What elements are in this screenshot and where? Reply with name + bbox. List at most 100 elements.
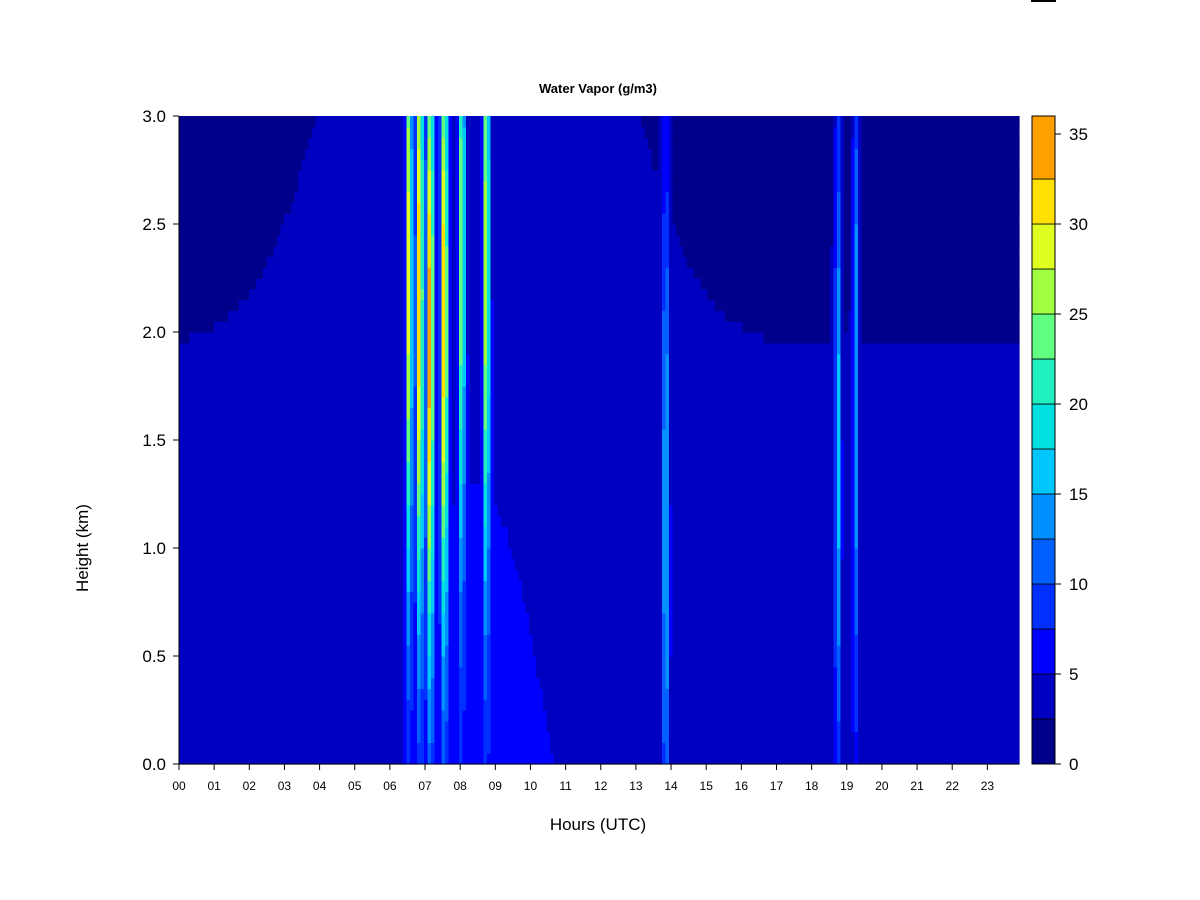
heatmap-cell [249, 558, 254, 571]
heatmap-cell [214, 537, 219, 549]
heatmap-cell [263, 191, 268, 203]
heatmap-cell [399, 256, 404, 268]
heatmap-cell [266, 483, 271, 495]
heatmap-cell [266, 375, 271, 387]
heatmap-cell [410, 321, 415, 333]
heatmap-cell [448, 591, 453, 603]
heatmap-cell [424, 353, 429, 365]
heatmap-cell [287, 494, 292, 506]
heatmap-cell [287, 364, 292, 376]
heatmap-cell [305, 515, 310, 527]
heatmap-cell [228, 645, 233, 657]
heatmap-cell [392, 364, 397, 376]
heatmap-cell [452, 515, 457, 527]
heatmap-cell [228, 558, 233, 571]
heatmap-cell [431, 731, 436, 743]
heatmap-cell [270, 116, 275, 128]
heatmap-cell [231, 170, 236, 182]
heatmap-cell [242, 267, 247, 279]
heatmap-cell [245, 731, 250, 743]
heatmap-cell [354, 526, 359, 538]
heatmap-cell [385, 688, 390, 700]
heatmap-cell [427, 602, 432, 614]
heatmap-cell [375, 396, 380, 409]
heatmap-cell [455, 278, 460, 290]
heatmap-cell [322, 515, 327, 527]
heatmap-cell [301, 224, 306, 236]
heatmap-cell [193, 288, 198, 301]
heatmap-cell [280, 591, 285, 603]
heatmap-cell [193, 494, 198, 506]
heatmap-cell [308, 429, 313, 441]
heatmap-cell [347, 245, 352, 257]
heatmap-cell [375, 548, 380, 560]
heatmap-cell [315, 526, 320, 538]
heatmap-cell [224, 353, 229, 365]
heatmap-cell [182, 310, 187, 322]
heatmap-cell [308, 364, 313, 376]
heatmap-cell [203, 407, 208, 419]
heatmap-cell [266, 386, 271, 398]
heatmap-cell [266, 332, 271, 344]
heatmap-cell [200, 720, 205, 733]
heatmap-cell [399, 126, 404, 139]
heatmap-cell [410, 656, 415, 668]
heatmap-cell [427, 299, 432, 311]
heatmap-cell [196, 191, 201, 203]
heatmap-cell [249, 116, 254, 128]
heatmap-cell [466, 224, 471, 236]
heatmap-cell [179, 634, 184, 646]
heatmap-cell [434, 623, 439, 635]
heatmap-cell [396, 440, 401, 452]
heatmap-cell [312, 202, 317, 214]
heatmap-cell [235, 612, 240, 625]
heatmap-cell [364, 267, 369, 279]
heatmap-cell [403, 321, 408, 333]
heatmap-cell [182, 342, 187, 355]
heatmap-cell [389, 321, 394, 333]
heatmap-cell [431, 591, 436, 603]
heatmap-cell [403, 504, 408, 517]
heatmap-cell [413, 159, 418, 171]
heatmap-cell [312, 364, 317, 376]
heatmap-cell [263, 537, 268, 549]
heatmap-cell [462, 288, 467, 301]
heatmap-cell [263, 342, 268, 355]
heatmap-cell [189, 159, 194, 171]
heatmap-cell [385, 515, 390, 527]
heatmap-cell [364, 612, 369, 625]
heatmap-cell [322, 569, 327, 581]
heatmap-cell [259, 342, 264, 355]
heatmap-cell [452, 364, 457, 376]
heatmap-cell [459, 494, 464, 506]
heatmap-cell [214, 656, 219, 668]
heatmap-cell [434, 677, 439, 689]
heatmap-cell [266, 720, 271, 733]
heatmap-cell [385, 710, 390, 722]
heatmap-cell [441, 332, 446, 344]
heatmap-cell [179, 234, 184, 247]
heatmap-cell [389, 116, 394, 128]
heatmap-cell [452, 375, 457, 387]
heatmap-cell [294, 159, 299, 171]
heatmap-cell [340, 332, 345, 344]
heatmap-cell [329, 569, 334, 581]
heatmap-cell [312, 526, 317, 538]
heatmap-cell [312, 234, 317, 247]
heatmap-cell [186, 699, 191, 711]
heatmap-cell [291, 666, 296, 679]
heatmap-cell [392, 720, 397, 733]
heatmap-cell [263, 483, 268, 495]
heatmap-cell [340, 224, 345, 236]
heatmap-cell [385, 245, 390, 257]
heatmap-cell [336, 148, 341, 160]
heatmap-cell [322, 364, 327, 376]
heatmap-cell [431, 180, 436, 193]
heatmap-cell [368, 191, 373, 203]
heatmap-cell [210, 116, 215, 128]
heatmap-cell [221, 364, 226, 376]
heatmap-cell [448, 526, 453, 538]
heatmap-cell [329, 256, 334, 268]
heatmap-cell [455, 450, 460, 463]
heatmap-cell [294, 720, 299, 733]
